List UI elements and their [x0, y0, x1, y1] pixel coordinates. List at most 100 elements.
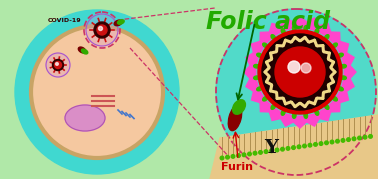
Circle shape	[237, 154, 240, 157]
Ellipse shape	[257, 87, 262, 91]
Circle shape	[271, 43, 329, 101]
Polygon shape	[276, 18, 301, 33]
Ellipse shape	[333, 43, 337, 47]
Ellipse shape	[114, 20, 122, 26]
Circle shape	[248, 152, 251, 156]
Circle shape	[319, 142, 323, 145]
Circle shape	[86, 14, 118, 46]
Polygon shape	[332, 83, 349, 105]
Circle shape	[369, 135, 372, 138]
Polygon shape	[210, 115, 378, 179]
Circle shape	[336, 139, 339, 143]
Circle shape	[56, 62, 58, 65]
Ellipse shape	[65, 105, 105, 131]
Circle shape	[94, 22, 110, 38]
Ellipse shape	[293, 26, 296, 31]
Circle shape	[53, 59, 64, 71]
Circle shape	[341, 139, 345, 142]
Circle shape	[31, 26, 163, 158]
Circle shape	[275, 148, 279, 152]
Ellipse shape	[263, 97, 268, 101]
Polygon shape	[244, 59, 256, 85]
Circle shape	[358, 136, 361, 140]
Polygon shape	[322, 32, 340, 50]
Ellipse shape	[228, 105, 242, 131]
Circle shape	[258, 30, 342, 114]
Text: Folic acid: Folic acid	[206, 10, 330, 34]
Circle shape	[220, 156, 224, 160]
Polygon shape	[267, 23, 289, 40]
Circle shape	[231, 155, 235, 158]
Polygon shape	[322, 94, 340, 112]
Circle shape	[242, 153, 246, 157]
Ellipse shape	[281, 110, 285, 115]
Circle shape	[363, 135, 367, 139]
Ellipse shape	[341, 64, 346, 68]
Polygon shape	[246, 48, 260, 73]
Ellipse shape	[338, 87, 343, 91]
Ellipse shape	[341, 76, 346, 79]
Ellipse shape	[271, 35, 276, 40]
Circle shape	[286, 147, 290, 150]
Circle shape	[275, 47, 325, 97]
Circle shape	[15, 10, 179, 174]
Circle shape	[303, 144, 306, 148]
Ellipse shape	[325, 35, 329, 40]
Polygon shape	[251, 39, 268, 61]
Polygon shape	[332, 39, 349, 61]
Ellipse shape	[271, 105, 276, 109]
Ellipse shape	[325, 105, 329, 109]
Polygon shape	[339, 71, 354, 96]
Ellipse shape	[81, 49, 88, 54]
Ellipse shape	[315, 110, 319, 115]
Circle shape	[292, 146, 295, 149]
Circle shape	[54, 62, 62, 69]
Circle shape	[301, 63, 311, 73]
Circle shape	[314, 143, 317, 146]
Circle shape	[288, 61, 300, 73]
Polygon shape	[339, 48, 354, 73]
Circle shape	[270, 149, 273, 153]
Ellipse shape	[315, 29, 319, 34]
Ellipse shape	[263, 43, 268, 47]
Polygon shape	[311, 104, 333, 120]
Polygon shape	[299, 111, 324, 126]
Circle shape	[253, 151, 257, 155]
Circle shape	[264, 150, 268, 153]
Polygon shape	[260, 94, 278, 112]
Circle shape	[259, 151, 262, 154]
Polygon shape	[276, 111, 301, 126]
Text: Furin: Furin	[221, 162, 253, 172]
Polygon shape	[267, 104, 289, 120]
Circle shape	[281, 147, 284, 151]
Ellipse shape	[216, 9, 376, 175]
Circle shape	[97, 25, 107, 35]
Circle shape	[262, 34, 338, 110]
Circle shape	[352, 137, 356, 141]
Circle shape	[325, 141, 328, 145]
Text: Y: Y	[264, 139, 278, 157]
Circle shape	[226, 155, 229, 159]
Polygon shape	[344, 59, 356, 85]
Ellipse shape	[232, 100, 245, 114]
Ellipse shape	[338, 53, 343, 57]
Polygon shape	[287, 116, 313, 128]
Ellipse shape	[304, 26, 308, 31]
Circle shape	[46, 53, 70, 77]
Polygon shape	[246, 71, 260, 96]
Ellipse shape	[254, 64, 259, 68]
Text: COVID-19: COVID-19	[48, 18, 82, 23]
Circle shape	[297, 145, 301, 149]
Polygon shape	[251, 83, 268, 105]
Ellipse shape	[281, 29, 285, 34]
Ellipse shape	[254, 76, 259, 79]
Ellipse shape	[257, 53, 262, 57]
Circle shape	[347, 138, 350, 141]
Ellipse shape	[304, 113, 308, 118]
Circle shape	[99, 26, 102, 30]
Polygon shape	[260, 32, 278, 50]
Circle shape	[308, 143, 312, 147]
Ellipse shape	[78, 47, 86, 53]
Ellipse shape	[118, 20, 124, 24]
Polygon shape	[287, 16, 313, 28]
